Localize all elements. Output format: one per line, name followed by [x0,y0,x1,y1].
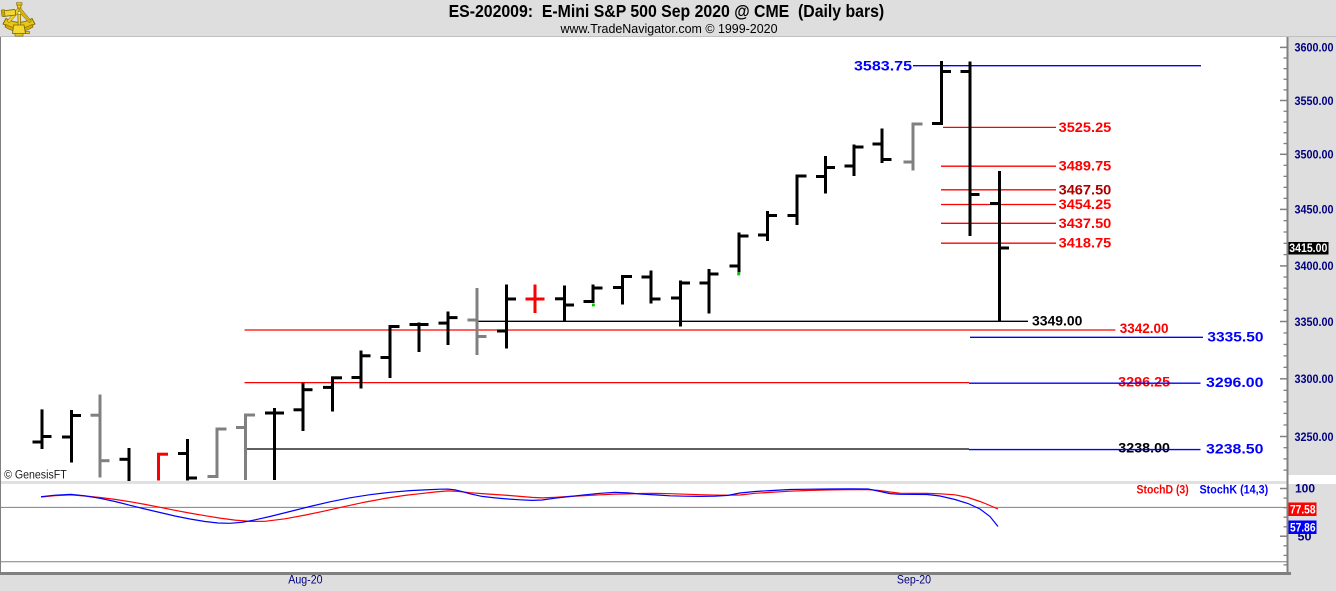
svg-text:3296.00: 3296.00 [1206,374,1264,390]
svg-text:Sep-20: Sep-20 [897,575,931,587]
svg-text:3335.50: 3335.50 [1207,328,1263,344]
svg-text:3467.50: 3467.50 [1059,181,1112,197]
svg-text:57.86: 57.86 [1290,522,1316,534]
svg-text:3418.75: 3418.75 [1059,235,1112,251]
svg-text:3250.00: 3250.00 [1295,430,1334,444]
svg-text:3550.00: 3550.00 [1295,94,1334,108]
svg-text:3238.50: 3238.50 [1206,440,1264,456]
svg-text:77.58: 77.58 [1290,504,1316,516]
svg-text:www.TradeNavigator.com © 1999-: www.TradeNavigator.com © 1999-2020 [560,21,778,36]
svg-text:ES-202009: E-Mini S&P 500 Sep: ES-202009: E-Mini S&P 500 Sep 2020 @ CME… [449,1,885,21]
svg-text:3600.00: 3600.00 [1295,41,1334,55]
svg-text:3583.75: 3583.75 [854,58,912,74]
svg-text:3296.25: 3296.25 [1118,373,1170,389]
svg-text:3400.00: 3400.00 [1295,259,1334,273]
svg-text:StochD (3): StochD (3) [1137,484,1189,496]
svg-text:3437.50: 3437.50 [1059,215,1112,231]
svg-text:3489.75: 3489.75 [1059,158,1112,174]
svg-text:© GenesisFT: © GenesisFT [4,470,67,482]
svg-text:3350.00: 3350.00 [1295,315,1334,329]
svg-text:3450.00: 3450.00 [1295,203,1334,217]
svg-text:3238.00: 3238.00 [1118,440,1170,456]
svg-text:3342.00: 3342.00 [1120,320,1169,336]
svg-text:3415.00: 3415.00 [1289,243,1327,255]
svg-text:100: 100 [1295,482,1315,496]
svg-text:StochK (14,3): StochK (14,3) [1200,484,1269,496]
svg-text:3500.00: 3500.00 [1295,148,1334,162]
svg-text:3454.25: 3454.25 [1059,196,1112,212]
svg-text:Aug-20: Aug-20 [288,575,322,587]
svg-text:3300.00: 3300.00 [1295,372,1334,386]
svg-text:3525.25: 3525.25 [1059,119,1112,135]
svg-text:3349.00: 3349.00 [1032,312,1083,328]
